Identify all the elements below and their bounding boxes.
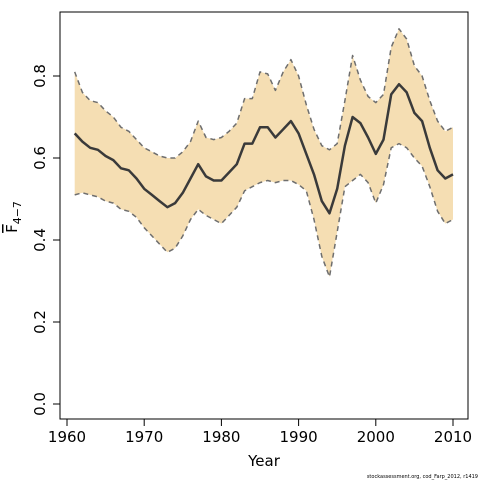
- x-axis-title: Year: [247, 452, 281, 470]
- plot-frame: [59, 11, 469, 420]
- confidence-band: [74, 28, 453, 277]
- x-tick-label: 1960: [48, 428, 86, 446]
- y-axis-title-sub: 4−7: [11, 201, 24, 224]
- x-tick-label: 1970: [125, 428, 163, 446]
- svg-text:F4−7: F4−7: [3, 201, 24, 233]
- x-tick-label: 1980: [202, 428, 240, 446]
- y-tick-label: 0.4: [31, 228, 49, 252]
- x-tick-label: 2010: [434, 428, 472, 446]
- y-tick-label: 0.0: [31, 392, 49, 416]
- y-tick-label: 0.2: [31, 310, 49, 334]
- series-line-layer: [73, 28, 454, 278]
- y-tick-label: 0.6: [31, 146, 49, 170]
- x-tick-label: 2000: [357, 428, 395, 446]
- y-axis: 0.0 0.2 0.4 0.6 0.8: [31, 64, 60, 416]
- credit-text: stockassessment.org, cod_Farp_2012, r141…: [367, 474, 478, 480]
- estimate-line: [73, 82, 454, 215]
- y-tick-label: 0.8: [31, 64, 49, 88]
- confidence-band-layer: [74, 28, 453, 277]
- y-axis-title-main: F: [3, 224, 21, 233]
- upper-bound-line: [73, 28, 454, 159]
- x-axis: 1960 1970 1980 1990 2000 2010: [48, 419, 472, 446]
- y-axis-title: F4−7: [3, 201, 24, 233]
- x-tick-label: 1990: [280, 428, 318, 446]
